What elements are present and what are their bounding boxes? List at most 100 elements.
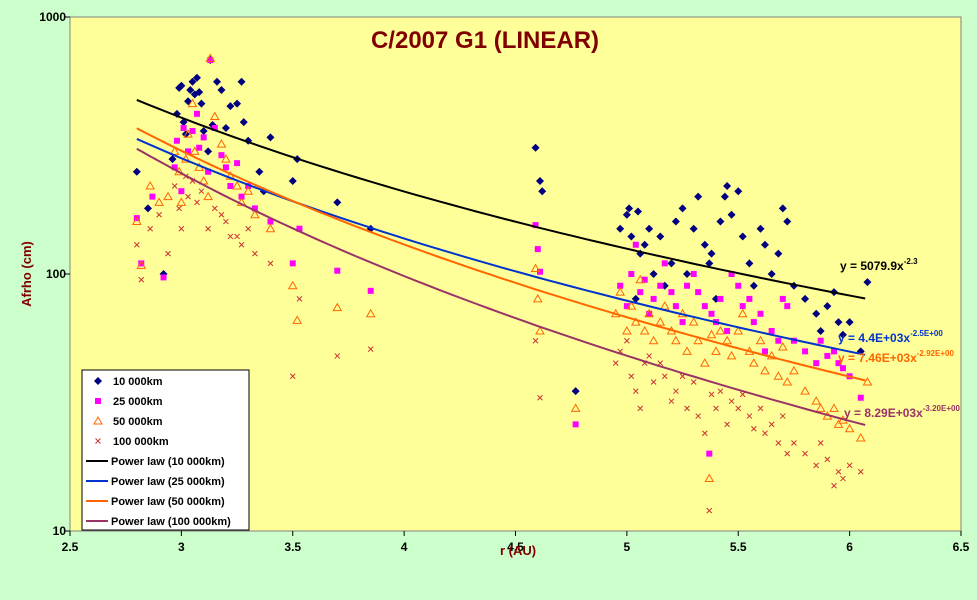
data-point <box>717 295 724 302</box>
data-point <box>296 225 303 232</box>
data-point <box>649 270 658 278</box>
data-point <box>846 462 853 469</box>
data-point <box>845 318 854 327</box>
data-point <box>236 197 247 206</box>
data-point <box>332 302 343 312</box>
legend-marker <box>94 377 102 385</box>
data-point <box>646 353 653 359</box>
data-point <box>632 388 639 395</box>
data-point <box>156 211 162 218</box>
data-point <box>831 482 837 489</box>
data-point <box>683 270 692 278</box>
data-point <box>777 341 788 351</box>
data-point <box>690 271 697 277</box>
x-tick-label: 6.5 <box>953 540 970 554</box>
data-point <box>695 289 702 296</box>
data-point <box>265 223 276 233</box>
data-point <box>823 302 832 311</box>
data-point <box>367 346 374 353</box>
data-point <box>835 468 842 475</box>
data-point <box>722 335 732 345</box>
x-tick-label: 2.5 <box>62 540 79 554</box>
data-point <box>762 430 768 437</box>
data-point <box>746 413 753 419</box>
data-point <box>617 282 624 289</box>
data-point <box>857 394 864 401</box>
data-point <box>177 81 186 90</box>
data-point <box>695 413 702 419</box>
data-layer <box>131 53 873 514</box>
data-point <box>196 144 203 151</box>
legend-item: 25 000km <box>95 396 163 408</box>
data-point <box>536 177 545 186</box>
legend: 10 000km 25 000km 50 000km 100 000km Power l… <box>81 369 250 531</box>
data-point <box>760 240 769 249</box>
data-point <box>233 99 242 108</box>
data-point <box>255 167 264 176</box>
data-point <box>673 388 679 395</box>
data-point <box>628 373 635 380</box>
data-point <box>655 317 666 326</box>
data-point <box>650 379 657 385</box>
data-point <box>671 335 681 345</box>
fit-labels: y = 5079.9x-2.3 y = 4.4E+03x-2.5E+00 y = 7… <box>838 257 960 420</box>
legend-label: Power law (100 000km) <box>111 516 231 528</box>
data-point <box>641 276 648 283</box>
legend-item: Power law (50 000km) <box>86 496 225 508</box>
data-point <box>648 335 659 345</box>
data-point <box>187 98 198 108</box>
fit-line-2 <box>136 127 866 382</box>
data-point <box>217 85 226 94</box>
legend-label: 10 000km <box>113 376 163 388</box>
data-point <box>176 205 183 212</box>
data-point <box>789 365 799 375</box>
axis-layer: 2.5 3 3.5 4 4.5 5 5.5 6 6.5 10 100 1000 <box>39 10 969 554</box>
data-point <box>717 388 724 395</box>
data-point <box>615 287 626 296</box>
fit-equation-3: y = 8.29E+03x-3.20E+00 <box>844 404 960 420</box>
x-axis-title: r (AU) <box>500 543 536 558</box>
data-point <box>813 360 820 367</box>
data-point <box>145 180 156 190</box>
data-point <box>757 310 764 317</box>
data-point <box>745 259 754 268</box>
data-point <box>334 353 341 359</box>
data-point <box>570 403 581 412</box>
data-point <box>817 440 824 446</box>
data-point <box>198 188 205 195</box>
legend-marker <box>93 415 103 425</box>
data-point <box>168 155 177 164</box>
fit-equation-2: y = 7.46E+03x-2.92E+00 <box>838 349 954 365</box>
data-point <box>180 124 187 131</box>
data-point <box>203 191 213 201</box>
legend-item: Power law (100 000km) <box>86 516 231 528</box>
data-point <box>538 187 547 196</box>
data-point <box>207 57 214 64</box>
data-point <box>537 394 543 401</box>
data-point <box>817 337 824 344</box>
data-point <box>194 199 200 206</box>
data-point <box>657 282 664 289</box>
data-point <box>773 371 784 380</box>
x-tick-label: 4 <box>401 540 408 554</box>
data-point <box>226 102 235 111</box>
x-tick-label: 6 <box>846 540 853 554</box>
data-point <box>668 289 675 296</box>
legend-item: 50 000km <box>93 415 163 428</box>
data-point <box>572 421 579 428</box>
data-point <box>267 218 274 225</box>
data-point <box>530 263 541 273</box>
data-point <box>774 249 783 258</box>
data-point <box>811 396 822 405</box>
data-point <box>815 403 826 412</box>
data-point <box>223 218 229 225</box>
data-point <box>715 326 726 335</box>
legend-label: Power law (10 000km) <box>111 456 225 468</box>
data-point <box>227 233 234 240</box>
data-point <box>735 405 742 412</box>
data-point <box>748 358 759 367</box>
data-point <box>682 346 692 355</box>
data-point <box>209 111 220 121</box>
data-point <box>733 326 744 335</box>
data-point <box>802 450 808 457</box>
